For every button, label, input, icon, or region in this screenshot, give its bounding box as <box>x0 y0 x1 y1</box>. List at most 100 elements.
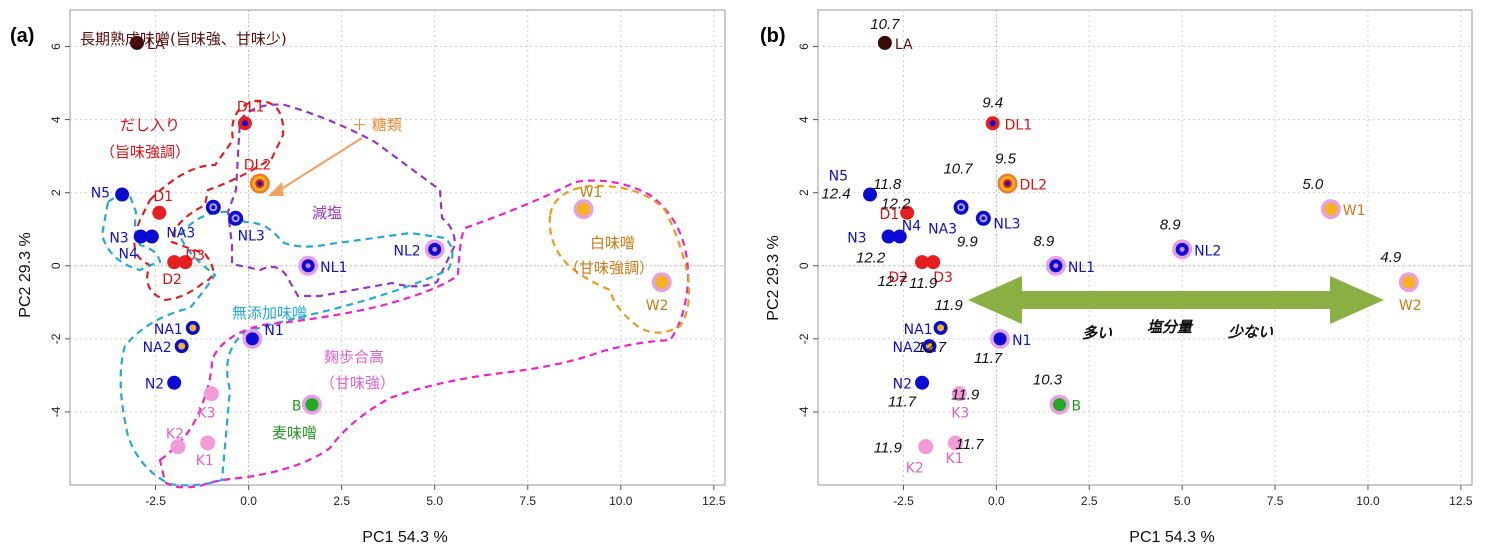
point-marker <box>651 272 672 293</box>
point-label: K3 <box>197 406 215 422</box>
y-tick-label: 6 <box>797 43 811 50</box>
salt-value-label: 11.8 <box>873 176 902 193</box>
panel-label: (a) <box>10 25 34 47</box>
point-marker <box>985 116 1000 131</box>
point-label: B <box>1072 399 1082 415</box>
point-marker <box>877 35 892 50</box>
x-tick-label: 12.5 <box>1449 494 1473 508</box>
point-marker <box>881 229 896 244</box>
point-marker <box>915 255 930 270</box>
marker-layer <box>926 255 941 270</box>
point-marker <box>228 210 244 226</box>
point-marker <box>990 328 1011 349</box>
point-marker <box>144 229 159 244</box>
marker-layer <box>241 120 248 127</box>
marker-layer <box>877 35 892 50</box>
point-label: K2 <box>166 427 184 443</box>
x-tick-label: 0.0 <box>988 494 1005 508</box>
y-tick-label: -2 <box>49 333 63 344</box>
marker-layer <box>189 324 197 332</box>
marker-layer <box>144 229 159 244</box>
plot-frame <box>69 9 726 486</box>
point-label: N3 <box>847 231 866 247</box>
point-marker <box>242 328 263 349</box>
x-tick-label: 12.5 <box>702 494 726 508</box>
plot-frame <box>817 9 1473 486</box>
salt-value-label: 11.9 <box>951 387 980 404</box>
marker-layer <box>200 435 216 451</box>
point-label: W1 <box>580 185 603 201</box>
marker-layer <box>305 263 311 269</box>
marker-layer <box>167 375 182 390</box>
point-label: NA2 <box>893 340 922 356</box>
point-label: N1 <box>264 323 283 339</box>
outline-salt-reduced <box>226 103 457 298</box>
point-label: NA3 <box>166 225 195 241</box>
annotation-koji-2: （甘味強） <box>320 374 395 392</box>
x-tick-label: 7.5 <box>519 494 536 508</box>
marker-layer <box>170 439 186 455</box>
point-label: NA3 <box>928 221 957 237</box>
y-axis-label: PC2 29.3 % <box>17 232 34 317</box>
point-label: N2 <box>145 377 164 393</box>
point-marker <box>167 255 182 270</box>
marker-layer <box>245 332 259 346</box>
outline-additive-free <box>119 210 454 487</box>
marker-layer <box>918 439 934 455</box>
x-tick-label: -2.5 <box>893 494 914 508</box>
x-tick-label: 0.0 <box>240 494 257 508</box>
point-marker <box>298 255 319 276</box>
marker-layer <box>203 386 219 402</box>
salt-value-label: 4.9 <box>1380 249 1402 266</box>
salt-value-label: 12.4 <box>821 186 850 203</box>
outline-koji <box>158 179 690 489</box>
point-marker <box>424 239 445 260</box>
point-marker <box>951 386 967 402</box>
annotation-koji-1: 麹歩合高 <box>324 348 384 366</box>
point-label: NA2 <box>143 340 172 356</box>
marker-layer <box>178 255 193 270</box>
marker-layer <box>1053 398 1067 412</box>
x-tick-label: 10.0 <box>1356 494 1380 508</box>
marker-layer <box>233 216 238 221</box>
salt-value-label: 11.9 <box>909 275 938 292</box>
point-label: W2 <box>646 298 669 314</box>
sugar-arrow-line <box>274 137 363 194</box>
marker-layer <box>432 246 438 252</box>
point-marker <box>174 339 189 354</box>
marker-layer <box>152 205 167 220</box>
y-tick-label: 2 <box>49 189 63 196</box>
point-label: N4 <box>902 219 921 235</box>
salt-value-label: 9.5 <box>995 151 1017 168</box>
marker-layer <box>989 120 996 127</box>
annotation-dashi-2: （旨味強調） <box>100 143 190 161</box>
point-label: DL1 <box>1005 117 1033 133</box>
marker-layer <box>863 187 878 202</box>
marker-layer <box>655 275 669 289</box>
point-label: LA <box>147 37 165 53</box>
point-label: DL1 <box>237 99 265 115</box>
point-marker <box>152 205 167 220</box>
marker-layer <box>993 332 1007 346</box>
point-marker <box>203 386 219 402</box>
marker-layer <box>1053 263 1059 269</box>
marker-layer <box>577 202 591 216</box>
point-label: NA1 <box>904 322 933 338</box>
point-label: K2 <box>906 461 924 477</box>
marker-layer <box>1179 246 1185 252</box>
point-label: NL1 <box>320 260 347 276</box>
point-marker <box>573 199 594 220</box>
point-label: NA1 <box>154 322 183 338</box>
annotation-white-2: （甘味強調） <box>564 259 654 277</box>
x-tick-label: 7.5 <box>1267 494 1284 508</box>
annotation-long-aged: 長期熟成味噌(旨味強、甘味少) <box>80 30 287 48</box>
y-tick-label: 4 <box>797 116 811 123</box>
point-label: DL2 <box>244 158 272 174</box>
point-label: N3 <box>109 231 128 247</box>
panel-a: -2.5 0.0 2.5 5.0 7.5 10.0 12.5 -4 -2 0 2 4 6 PC1 54.3… <box>10 9 726 546</box>
x-tick-label: 2.5 <box>333 494 350 508</box>
point-label: NL3 <box>993 216 1020 232</box>
point-label: K1 <box>196 453 214 469</box>
salt-value-label: 12.2 <box>881 196 911 213</box>
point-marker <box>975 210 991 226</box>
